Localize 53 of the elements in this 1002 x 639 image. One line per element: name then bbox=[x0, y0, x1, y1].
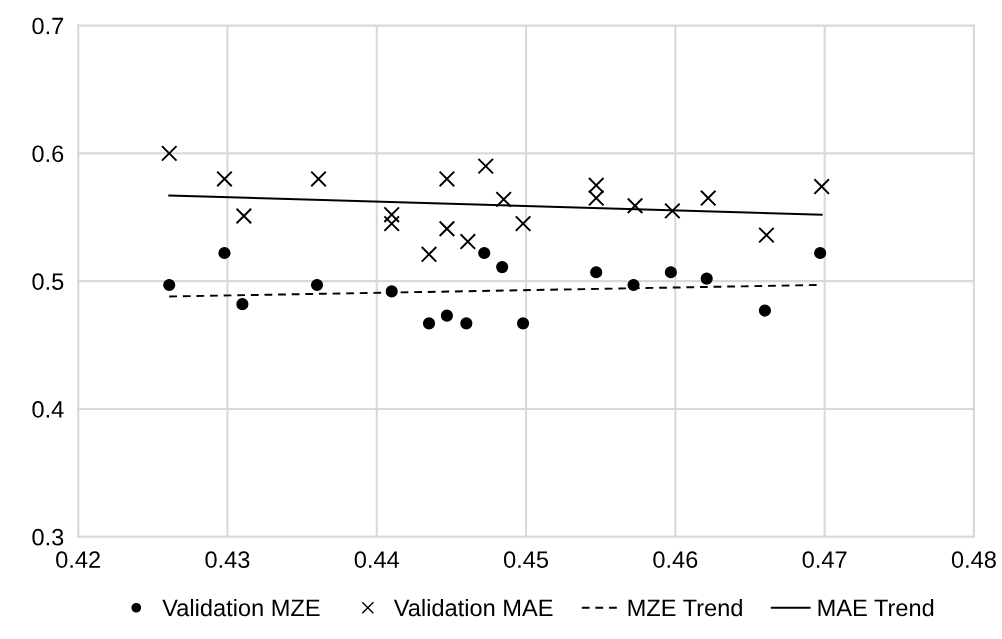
point bbox=[495, 191, 512, 208]
legend-label: MAE Trend bbox=[818, 598, 934, 617]
legend-label: MZE Trend bbox=[628, 598, 742, 617]
point bbox=[700, 272, 713, 285]
point bbox=[516, 317, 530, 330]
x-tick-label: 0.47 bbox=[802, 551, 847, 568]
x-tick-label: 0.42 bbox=[56, 551, 100, 568]
point bbox=[664, 266, 677, 279]
point bbox=[236, 298, 249, 311]
point bbox=[478, 246, 491, 260]
x-tick-label: 0.46 bbox=[653, 551, 698, 568]
x-tick-label: 0.45 bbox=[504, 551, 549, 568]
point bbox=[218, 246, 231, 260]
legend-label: Validation MAE bbox=[393, 598, 553, 617]
point bbox=[813, 178, 830, 195]
x-tick-label: 0.44 bbox=[354, 551, 400, 568]
point bbox=[160, 145, 178, 162]
x-tick-label: 0.48 bbox=[951, 551, 996, 568]
point bbox=[383, 206, 400, 223]
point bbox=[440, 309, 453, 322]
point bbox=[496, 261, 509, 274]
y-tick-label: 0.4 bbox=[32, 401, 64, 418]
point bbox=[758, 304, 772, 317]
point bbox=[216, 170, 233, 188]
point bbox=[627, 278, 640, 292]
point bbox=[699, 189, 717, 207]
y-tick-label: 0.6 bbox=[32, 145, 64, 163]
point bbox=[514, 215, 532, 232]
point bbox=[385, 285, 398, 298]
x-tick-label: 0.43 bbox=[205, 551, 250, 568]
point bbox=[477, 157, 494, 175]
point bbox=[422, 317, 436, 330]
point bbox=[587, 177, 605, 194]
y-tick-label: 0.3 bbox=[32, 528, 64, 546]
point bbox=[310, 278, 324, 292]
point bbox=[664, 202, 681, 220]
point bbox=[438, 170, 456, 188]
point bbox=[235, 207, 253, 225]
point bbox=[438, 220, 456, 238]
point bbox=[590, 266, 603, 279]
point bbox=[814, 246, 827, 260]
point bbox=[460, 317, 473, 330]
point bbox=[459, 233, 477, 250]
y-tick-label: 0.7 bbox=[32, 17, 64, 35]
point bbox=[163, 278, 176, 292]
point bbox=[420, 246, 438, 263]
point bbox=[587, 189, 605, 207]
y-tick-label: 0.5 bbox=[32, 273, 64, 290]
point bbox=[383, 215, 400, 232]
legend-label: Validation MZE bbox=[162, 598, 320, 617]
point bbox=[758, 226, 775, 244]
point bbox=[626, 197, 644, 215]
point bbox=[310, 170, 327, 188]
